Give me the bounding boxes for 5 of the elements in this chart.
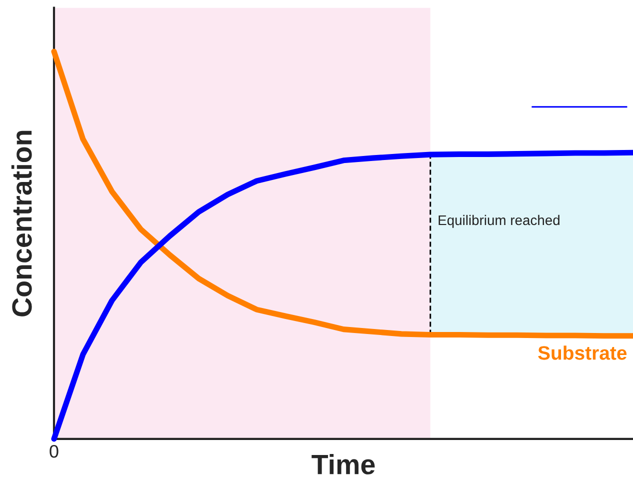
series-label: Substrate	[538, 346, 627, 360]
x-axis-title: Time	[312, 454, 375, 474]
y-axis-title: Concentration	[11, 130, 32, 316]
annotation: Equilibrium reached	[438, 214, 560, 228]
text: 0	[50, 444, 58, 458]
